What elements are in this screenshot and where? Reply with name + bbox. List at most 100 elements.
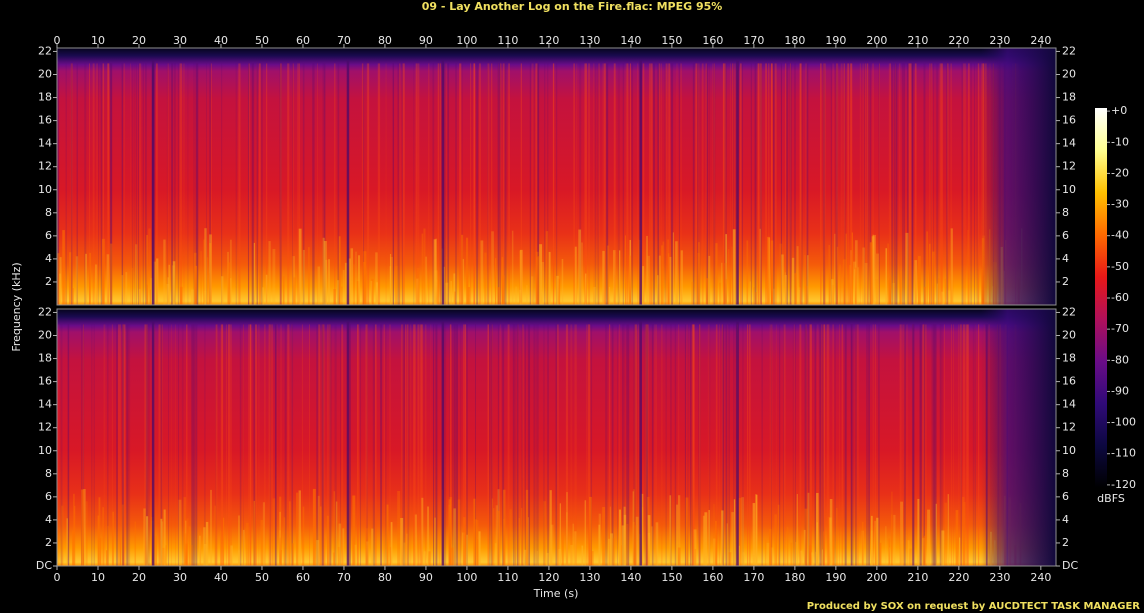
spectrogram-texture: [893, 514, 896, 566]
spectrogram-texture: [724, 63, 727, 305]
spectrogram-texture: [959, 324, 962, 566]
spectrogram-texture: [888, 63, 891, 305]
y-tick-label: 12: [38, 421, 52, 434]
spectrogram-texture: [307, 247, 310, 305]
spectrogram-texture: [59, 257, 62, 305]
spectrogram-texture: [260, 519, 264, 566]
spectrogram-texture: [473, 63, 476, 305]
spectrogram-texture: [358, 255, 360, 305]
spectrogram-texture: [871, 236, 875, 305]
spectrogram-texture: [941, 63, 943, 305]
spectrogram-texture: [887, 243, 889, 305]
x-tick-label: 110: [497, 34, 518, 47]
spectrogram-texture: [535, 63, 538, 305]
spectrogram-texture: [341, 286, 343, 305]
spectrogram-texture: [163, 239, 166, 305]
spectrogram-texture: [859, 63, 861, 305]
spectrogram-texture: [397, 490, 401, 566]
spectrogram-texture: [895, 63, 896, 305]
spectrogram-texture: [578, 229, 582, 305]
spectrogram-texture: [755, 494, 758, 566]
spectrogram-texture: [535, 251, 539, 305]
x-tick-label: 40: [214, 34, 228, 47]
spectrogram-texture: [822, 63, 824, 305]
spectrogram-texture: [158, 324, 161, 566]
spectrogram-texture: [775, 324, 777, 566]
spectrogram-texture: [444, 324, 447, 566]
spectrogram-texture: [613, 63, 616, 305]
spectrogram-texture: [268, 324, 271, 566]
spectrogram-texture: [923, 286, 926, 305]
y-tick-label: 14: [1062, 398, 1076, 411]
spectrogram-texture: [662, 241, 665, 305]
spectrogram-texture: [366, 541, 369, 566]
spectrogram-texture: [390, 522, 393, 566]
spectrogram-texture: [855, 267, 857, 305]
spectrogram-texture: [816, 492, 819, 566]
spectrogram-texture: [698, 324, 701, 566]
spectrogram-texture: [593, 286, 596, 305]
spectrogram-texture: [389, 324, 391, 566]
spectrogram-texture: [888, 547, 891, 566]
spectrogram-texture: [766, 542, 770, 566]
y-tick-label: 6: [45, 229, 52, 242]
spectrogram-texture: [93, 324, 95, 566]
spectrogram-texture: [180, 286, 183, 305]
spectrogram-texture: [728, 552, 732, 566]
spectrogram-texture: [586, 324, 588, 566]
spectrogram-texture: [977, 63, 980, 305]
spectrogram-texture: [121, 63, 124, 305]
spectrogram-texture: [631, 63, 634, 305]
x-tick-label: 180: [784, 571, 805, 584]
spectrogram-texture: [552, 63, 555, 305]
spectrogram-texture: [868, 324, 870, 566]
spectrogram-texture: [253, 500, 255, 566]
spectrogram-texture: [547, 324, 549, 566]
spectrogram-texture: [363, 261, 366, 305]
spectrogram-texture: [65, 63, 67, 305]
spectrogram-texture: [279, 530, 281, 566]
spectrogram-texture: [203, 527, 206, 566]
spectrogram-texture: [479, 63, 481, 305]
spectrogram-texture: [250, 324, 252, 566]
spectrogram-texture: [430, 324, 432, 566]
spectrogram-texture: [455, 63, 457, 305]
spectrogram-texture: [639, 60, 642, 305]
spectrogram-texture: [153, 261, 157, 305]
spectrogram-texture: [675, 241, 678, 305]
spectrogram-texture: [514, 541, 516, 566]
x-tick-label: 120: [538, 34, 559, 47]
spectrogram-texture: [869, 63, 872, 305]
spectrogram-texture: [550, 524, 554, 566]
spectrogram-texture: [289, 501, 291, 566]
spectrogram-texture: [661, 63, 662, 305]
spectrogram-texture: [885, 526, 887, 566]
spectrogram-texture: [691, 324, 694, 566]
spectrogram-texture: [448, 63, 450, 305]
spectrogram-texture: [215, 324, 218, 566]
spectrogram-texture: [753, 287, 755, 305]
spectrogram-texture: [899, 63, 901, 305]
spectrogram-texture: [540, 291, 544, 305]
spectrogram-texture: [490, 324, 493, 566]
spectrogram-texture: [461, 63, 463, 305]
x-tick-label: 100: [456, 571, 477, 584]
spectrogram-texture: [161, 324, 163, 566]
spectrogram-texture: [913, 324, 915, 566]
spectrogram-texture: [786, 63, 789, 305]
spectrogram-texture: [608, 286, 611, 305]
spectrogram-texture: [633, 539, 636, 566]
spectrogram-texture: [731, 246, 733, 305]
spectrogram-texture: [528, 324, 531, 566]
spectrogram-texture: [977, 63, 979, 305]
spectrogram-texture: [950, 63, 951, 305]
spectrogram-texture: [742, 552, 745, 566]
spectrogram-texture: [537, 256, 540, 305]
spectrogram-texture: [57, 63, 60, 305]
spectrogram-texture: [950, 279, 954, 305]
spectrogram-texture: [613, 250, 616, 305]
spectrogram-texture: [377, 63, 380, 305]
spectrogram-texture: [85, 253, 87, 305]
spectrogram-texture: [535, 324, 538, 566]
spectrogram-texture: [385, 324, 387, 566]
